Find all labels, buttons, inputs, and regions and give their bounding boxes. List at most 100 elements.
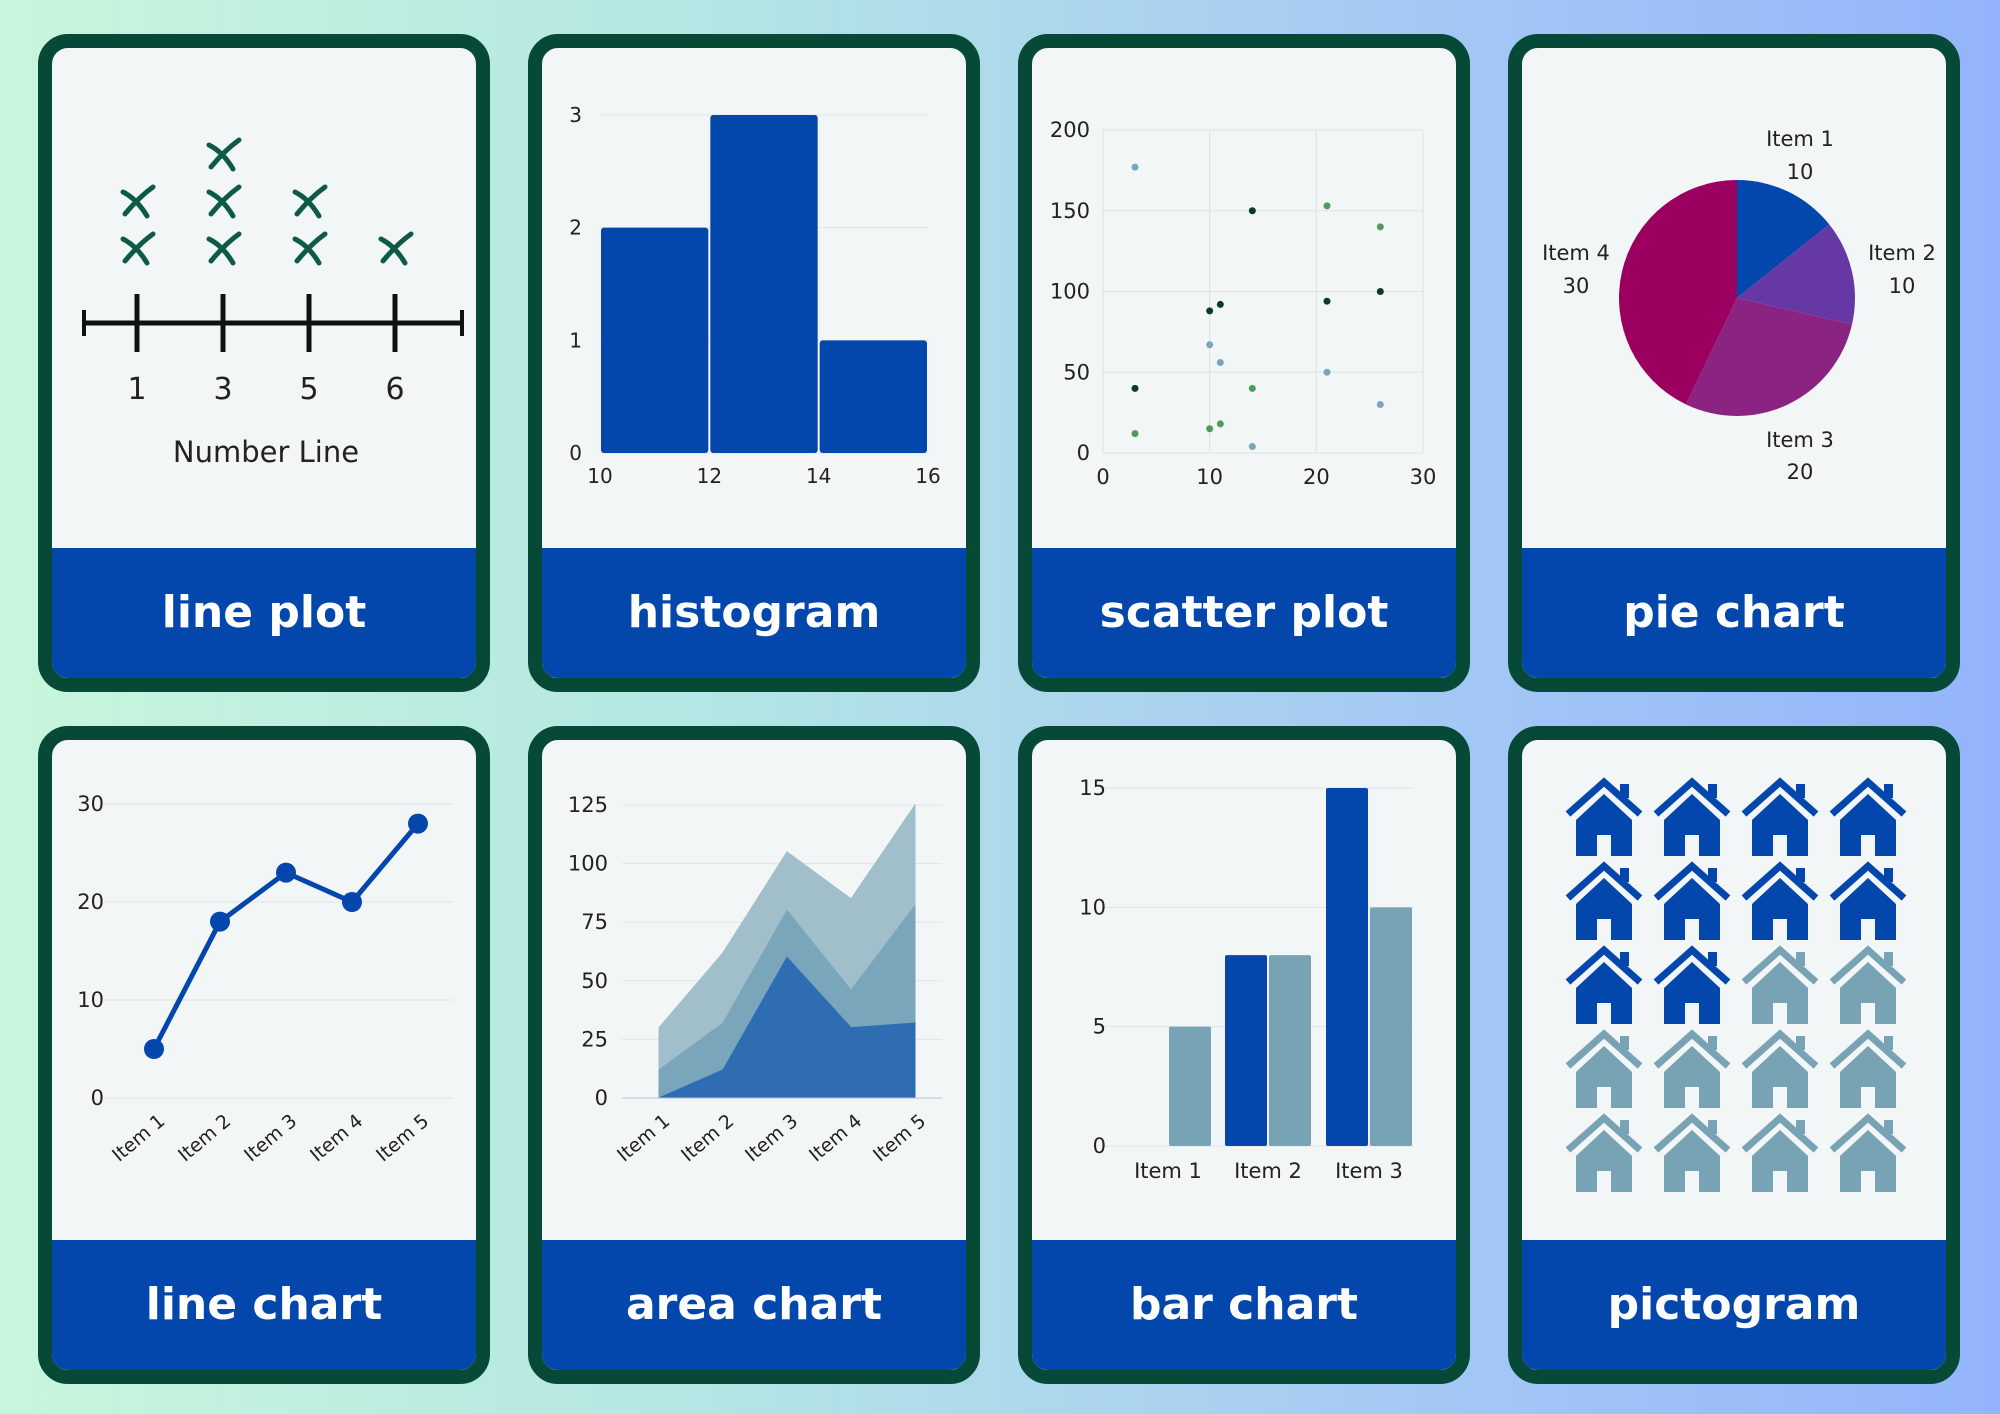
house-icon bbox=[1829, 945, 1907, 1024]
scatter-point bbox=[1206, 307, 1214, 315]
x-mark-stroke bbox=[294, 231, 328, 264]
house-roof bbox=[1565, 777, 1643, 817]
house-body bbox=[1576, 1046, 1632, 1108]
house-chimney bbox=[1884, 784, 1893, 798]
house-roof bbox=[1653, 1113, 1731, 1153]
x-mark bbox=[292, 184, 328, 219]
house-chimney bbox=[1796, 1036, 1805, 1050]
house-body bbox=[1576, 1130, 1632, 1192]
scatter-point bbox=[1131, 163, 1139, 171]
x-tick-label: Item 5 bbox=[372, 1110, 433, 1166]
scatter-point bbox=[1206, 341, 1214, 349]
house-door bbox=[1861, 1003, 1875, 1024]
x-tick-label: Item 3 bbox=[1335, 1159, 1403, 1183]
house-chimney bbox=[1620, 868, 1629, 882]
pie-slice-name: Item 4 bbox=[1542, 241, 1610, 265]
y-tick-label: 30 bbox=[77, 792, 104, 816]
scatter-point bbox=[1248, 443, 1256, 451]
pie-chart: Item 1 10 Item 2 10 Item 3 20 Item 4 30 bbox=[1542, 127, 1936, 484]
house-icon bbox=[1741, 945, 1819, 1024]
data-point bbox=[276, 862, 296, 883]
house-icon bbox=[1653, 945, 1731, 1024]
card-label: histogram bbox=[542, 548, 966, 678]
x-tick-label: Item 1 bbox=[1134, 1159, 1202, 1183]
scatter-point bbox=[1376, 223, 1384, 231]
scatter-point bbox=[1131, 384, 1139, 392]
histogram-bar bbox=[819, 340, 927, 453]
house-icon bbox=[1741, 861, 1819, 940]
y-tick-label: 10 bbox=[1079, 895, 1106, 919]
pie-slice bbox=[1737, 224, 1855, 325]
house-door bbox=[1861, 1171, 1875, 1192]
x-tick-label: Item 3 bbox=[741, 1110, 802, 1166]
y-tick-label: 0 bbox=[1093, 1134, 1106, 1158]
scatter-plot-chart: 0 50 100 150 200 0 10 20 30 bbox=[1050, 118, 1437, 489]
x-mark bbox=[206, 231, 242, 266]
y-tick-label: 1 bbox=[569, 328, 582, 352]
x-tick-label: Item 2 bbox=[677, 1110, 738, 1166]
house-body bbox=[1664, 1130, 1720, 1192]
house-roof bbox=[1741, 1113, 1819, 1153]
house-icon bbox=[1741, 1029, 1819, 1108]
house-door bbox=[1773, 835, 1787, 856]
x-tick-label: Item 1 bbox=[108, 1110, 169, 1166]
card-label: scatter plot bbox=[1032, 548, 1456, 678]
pie-chart-card: Item 1 10 Item 2 10 Item 3 20 Item 4 30 pie cha… bbox=[1508, 34, 1960, 692]
house-door bbox=[1597, 1171, 1611, 1192]
scatter-point bbox=[1248, 207, 1256, 215]
x-tick-label: 0 bbox=[1096, 465, 1109, 489]
bar bbox=[1225, 955, 1267, 1146]
house-door bbox=[1773, 1171, 1787, 1192]
x-tick-label: 10 bbox=[1196, 465, 1223, 489]
y-tick-label: 25 bbox=[581, 1027, 608, 1051]
scatter-point bbox=[1323, 368, 1331, 376]
x-tick-label: 30 bbox=[1410, 465, 1437, 489]
house-icon bbox=[1829, 861, 1907, 940]
pie-slice-value: 10 bbox=[1889, 274, 1916, 298]
area-chart-card: 0 25 50 75 100 125 Item 1 Item 2 Item 3 Item 4 Ite… bbox=[528, 726, 980, 1384]
y-tick-label: 100 bbox=[1050, 280, 1090, 304]
scatter-point bbox=[1323, 297, 1331, 305]
y-tick-label: 150 bbox=[1050, 199, 1090, 223]
x-tick-label: Item 4 bbox=[805, 1110, 866, 1166]
house-roof bbox=[1829, 945, 1907, 985]
pie-slice-value: 30 bbox=[1563, 274, 1590, 298]
house-chimney bbox=[1796, 868, 1805, 882]
x-tick-label: 10 bbox=[587, 464, 612, 488]
y-tick-label: 0 bbox=[569, 441, 582, 465]
house-chimney bbox=[1620, 952, 1629, 966]
x-mark-stroke bbox=[208, 137, 242, 170]
line-plot-card: 1 3 5 6 Number Line line plot bbox=[38, 34, 490, 692]
y-tick-label: 20 bbox=[77, 890, 104, 914]
house-roof bbox=[1741, 777, 1819, 817]
house-body bbox=[1752, 794, 1808, 856]
x-mark-stroke bbox=[122, 231, 156, 264]
scatter-plot-card: 0 50 100 150 200 0 10 20 30 scatter plot bbox=[1018, 34, 1470, 692]
house-icon bbox=[1565, 1113, 1643, 1192]
house-icon bbox=[1653, 1113, 1731, 1192]
x-mark bbox=[120, 184, 156, 219]
house-icon bbox=[1565, 861, 1643, 940]
y-tick-label: 0 bbox=[595, 1086, 608, 1110]
y-tick-label: 125 bbox=[568, 793, 608, 817]
house-roof bbox=[1653, 945, 1731, 985]
x-mark bbox=[120, 231, 156, 266]
house-body bbox=[1840, 1130, 1896, 1192]
house-door bbox=[1685, 1087, 1699, 1108]
pie-slice-value: 10 bbox=[1787, 160, 1814, 184]
house-door bbox=[1861, 919, 1875, 940]
pie-slice bbox=[1619, 180, 1737, 405]
histogram-card: 0 1 2 3 10 12 14 16 histogram bbox=[528, 34, 980, 692]
scatter-point bbox=[1323, 202, 1331, 210]
house-door bbox=[1597, 835, 1611, 856]
y-tick-label: 10 bbox=[77, 988, 104, 1012]
line-chart-card: 0 10 20 30 Item 1 Item 2 Item 3 Item 4 Item 5 li… bbox=[38, 726, 490, 1384]
house-roof bbox=[1565, 945, 1643, 985]
house-icon bbox=[1565, 1029, 1643, 1108]
house-chimney bbox=[1884, 1120, 1893, 1134]
house-door bbox=[1773, 1087, 1787, 1108]
house-body bbox=[1840, 794, 1896, 856]
house-chimney bbox=[1884, 952, 1893, 966]
y-tick-label: 100 bbox=[568, 852, 608, 876]
house-icon bbox=[1565, 945, 1643, 1024]
